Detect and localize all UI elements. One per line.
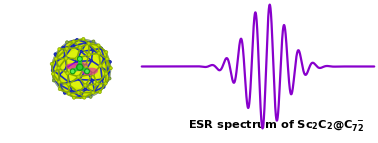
Ellipse shape bbox=[77, 75, 80, 79]
Ellipse shape bbox=[58, 48, 61, 51]
Ellipse shape bbox=[57, 80, 61, 84]
Ellipse shape bbox=[105, 51, 108, 54]
Ellipse shape bbox=[77, 91, 80, 94]
Ellipse shape bbox=[51, 69, 54, 72]
Ellipse shape bbox=[66, 72, 69, 75]
Ellipse shape bbox=[98, 91, 101, 94]
Ellipse shape bbox=[87, 42, 90, 45]
Ellipse shape bbox=[84, 84, 87, 87]
Ellipse shape bbox=[65, 47, 68, 50]
Ellipse shape bbox=[108, 77, 111, 80]
Ellipse shape bbox=[85, 69, 90, 74]
Ellipse shape bbox=[89, 96, 92, 98]
Ellipse shape bbox=[107, 70, 110, 73]
Ellipse shape bbox=[55, 60, 58, 62]
Ellipse shape bbox=[62, 49, 101, 88]
Ellipse shape bbox=[74, 62, 88, 67]
Ellipse shape bbox=[104, 72, 108, 75]
Ellipse shape bbox=[99, 65, 102, 68]
Ellipse shape bbox=[92, 40, 95, 43]
Ellipse shape bbox=[62, 46, 65, 49]
Ellipse shape bbox=[93, 90, 96, 93]
Ellipse shape bbox=[109, 67, 112, 70]
Ellipse shape bbox=[65, 41, 68, 44]
Ellipse shape bbox=[91, 72, 95, 76]
Ellipse shape bbox=[67, 83, 70, 86]
Text: $\mathbf{ESR\ spectrum\ of\ Sc_2C_2@C_{72}^{\ -}}$: $\mathbf{ESR\ spectrum\ of\ Sc_2C_2@C_{7… bbox=[188, 118, 364, 133]
Ellipse shape bbox=[75, 60, 78, 63]
Ellipse shape bbox=[76, 38, 79, 41]
Ellipse shape bbox=[77, 64, 83, 70]
Ellipse shape bbox=[64, 57, 68, 60]
Ellipse shape bbox=[51, 39, 111, 99]
Ellipse shape bbox=[77, 56, 82, 61]
Ellipse shape bbox=[54, 53, 57, 56]
Ellipse shape bbox=[72, 40, 75, 43]
Ellipse shape bbox=[90, 59, 93, 62]
Ellipse shape bbox=[58, 88, 61, 91]
Ellipse shape bbox=[68, 81, 70, 84]
Ellipse shape bbox=[84, 88, 87, 91]
Ellipse shape bbox=[64, 92, 66, 94]
Ellipse shape bbox=[83, 96, 86, 99]
Ellipse shape bbox=[58, 83, 60, 86]
Ellipse shape bbox=[51, 73, 54, 76]
Ellipse shape bbox=[58, 74, 60, 76]
Ellipse shape bbox=[87, 53, 91, 56]
Ellipse shape bbox=[71, 90, 73, 93]
Ellipse shape bbox=[100, 47, 102, 50]
Ellipse shape bbox=[102, 86, 105, 88]
Ellipse shape bbox=[52, 79, 55, 82]
Ellipse shape bbox=[82, 37, 85, 40]
Ellipse shape bbox=[50, 62, 53, 65]
Ellipse shape bbox=[104, 82, 107, 85]
Ellipse shape bbox=[55, 42, 108, 95]
Ellipse shape bbox=[71, 45, 74, 47]
Ellipse shape bbox=[54, 57, 57, 60]
Ellipse shape bbox=[80, 50, 82, 53]
Ellipse shape bbox=[103, 56, 105, 59]
Ellipse shape bbox=[78, 78, 81, 81]
Ellipse shape bbox=[67, 92, 70, 95]
Ellipse shape bbox=[85, 41, 88, 44]
Ellipse shape bbox=[91, 91, 94, 94]
Ellipse shape bbox=[91, 49, 94, 51]
Ellipse shape bbox=[78, 46, 82, 49]
Ellipse shape bbox=[66, 63, 85, 71]
Ellipse shape bbox=[99, 64, 102, 67]
Ellipse shape bbox=[105, 57, 108, 60]
Ellipse shape bbox=[85, 69, 87, 71]
Ellipse shape bbox=[96, 82, 99, 86]
Ellipse shape bbox=[79, 95, 82, 98]
Ellipse shape bbox=[57, 66, 60, 70]
Ellipse shape bbox=[70, 69, 75, 74]
Ellipse shape bbox=[84, 64, 87, 68]
Ellipse shape bbox=[82, 68, 98, 75]
Ellipse shape bbox=[73, 96, 75, 99]
Ellipse shape bbox=[91, 79, 93, 82]
Ellipse shape bbox=[97, 44, 100, 47]
Ellipse shape bbox=[75, 57, 79, 60]
Ellipse shape bbox=[65, 66, 68, 69]
Ellipse shape bbox=[101, 78, 104, 81]
Ellipse shape bbox=[64, 55, 66, 58]
Ellipse shape bbox=[97, 52, 101, 55]
Ellipse shape bbox=[108, 60, 112, 63]
